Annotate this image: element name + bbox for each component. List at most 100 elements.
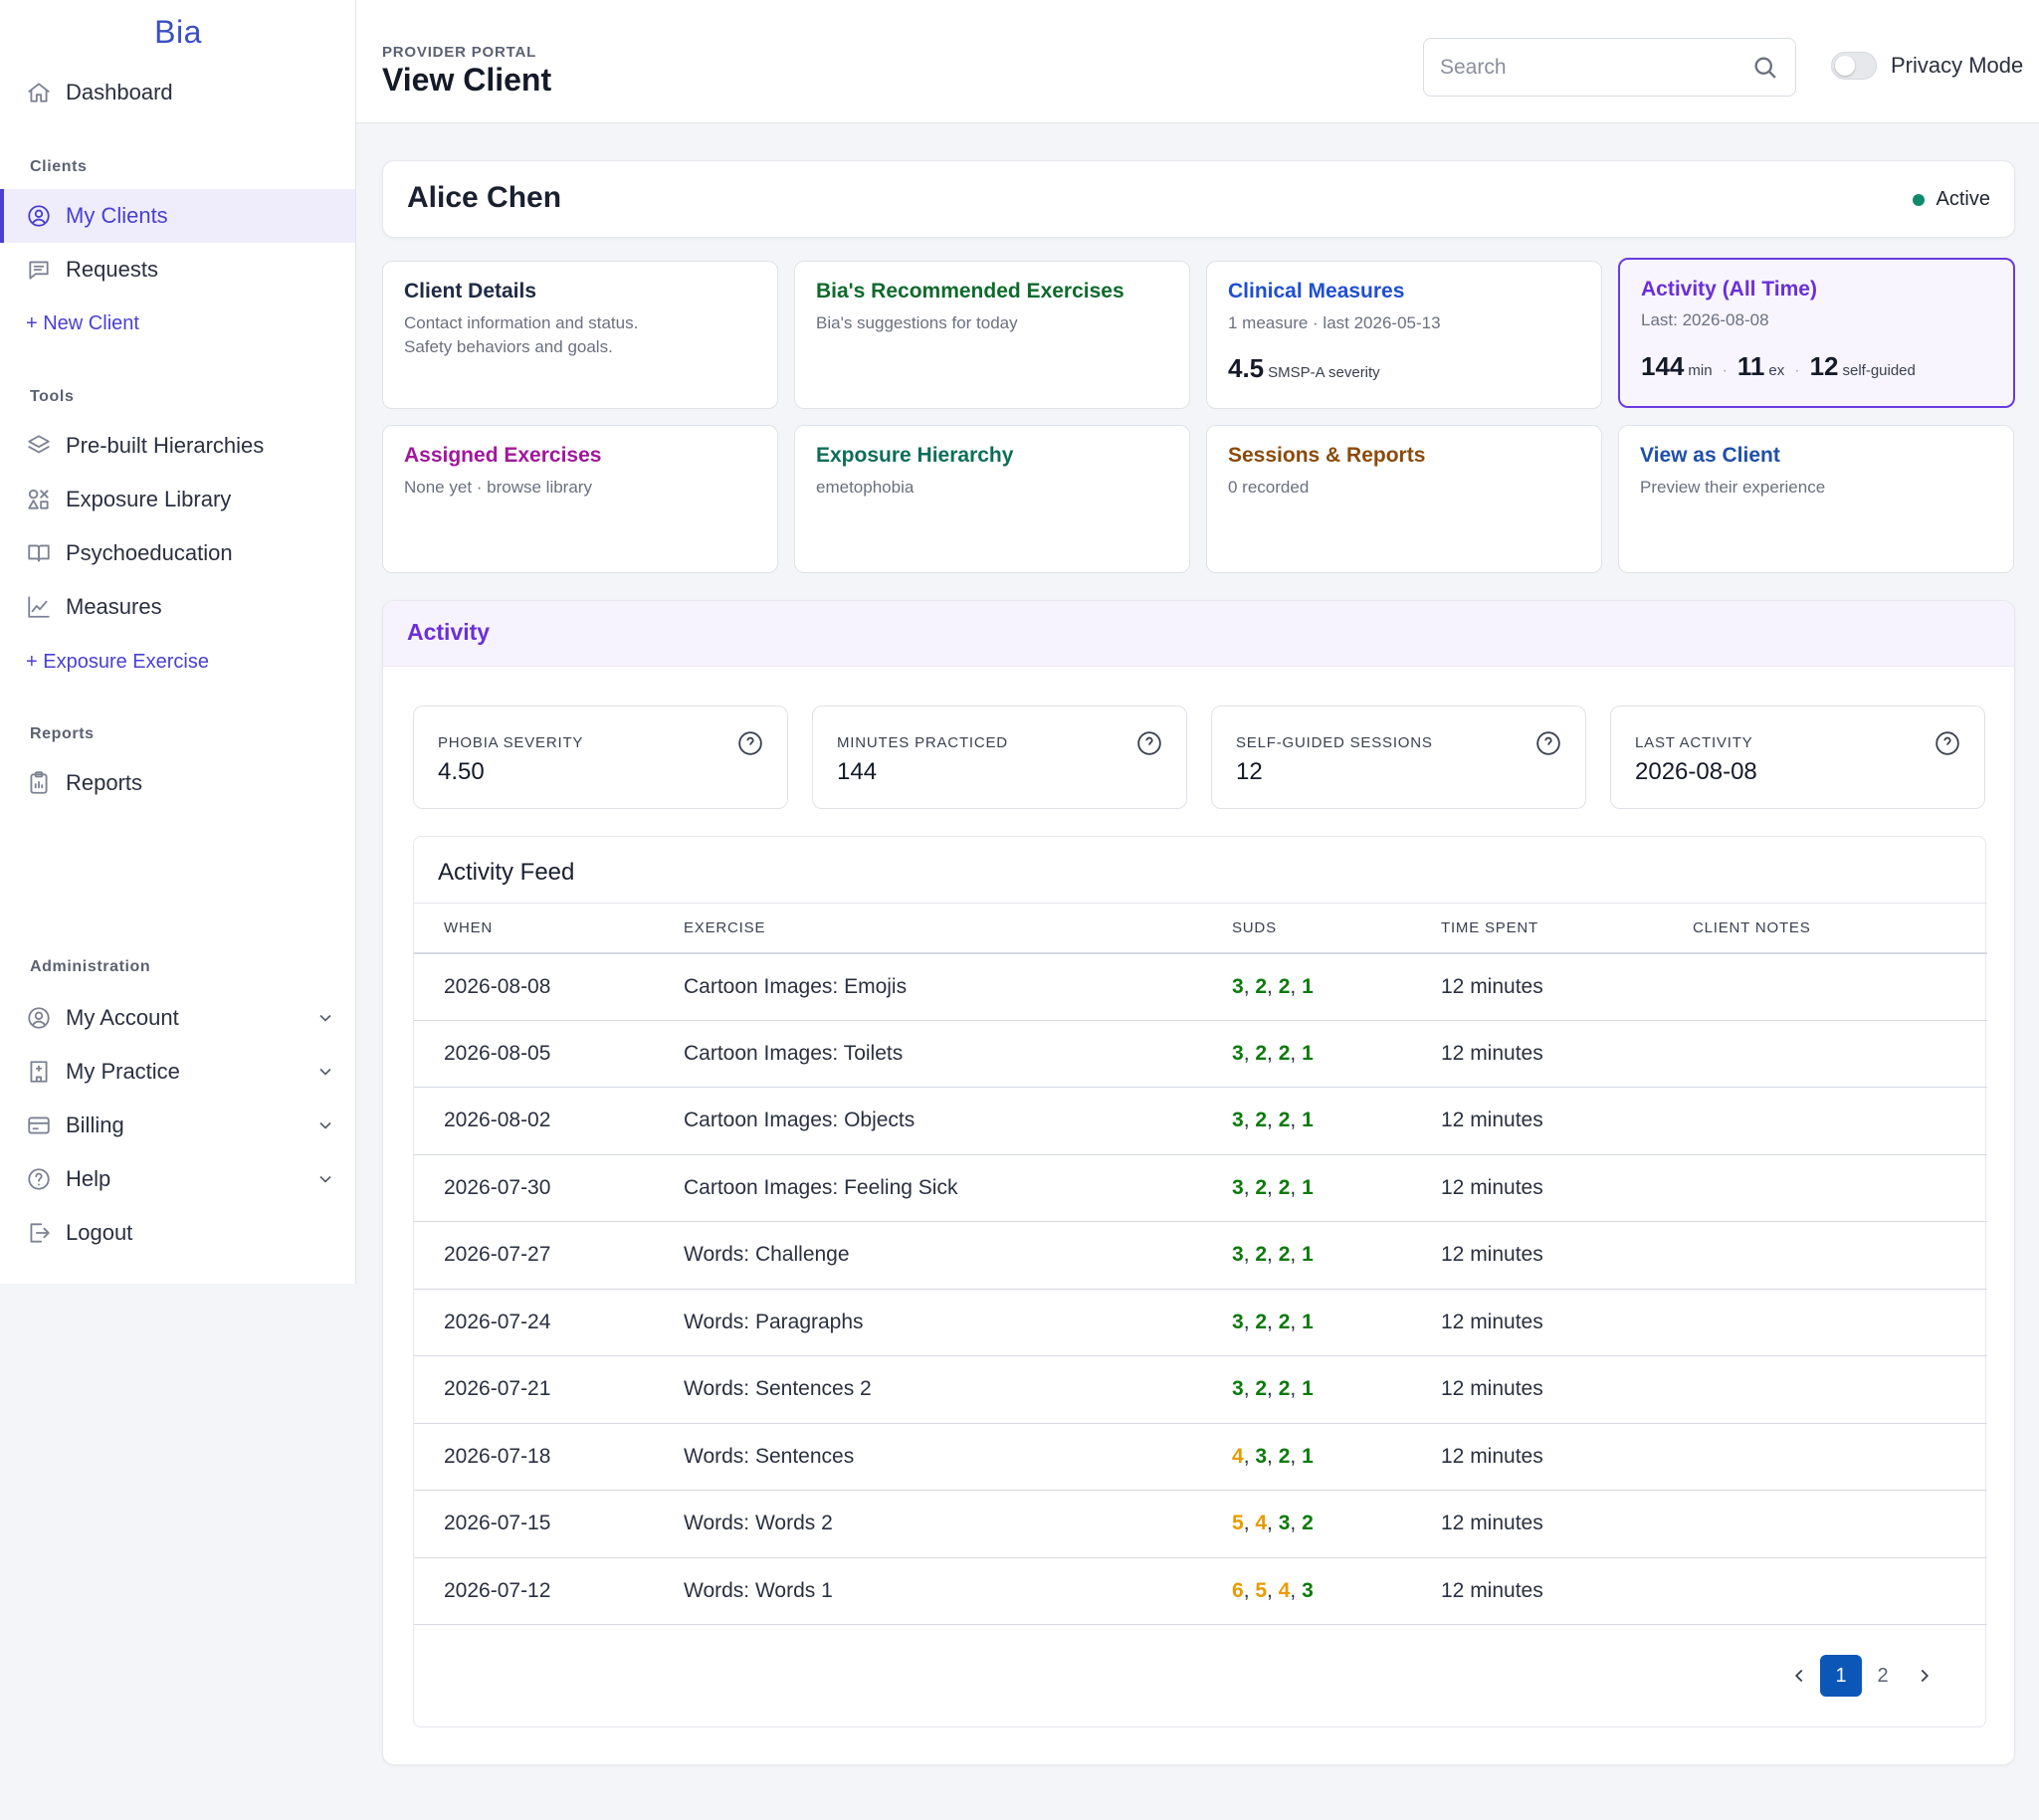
new-client-link[interactable]: + New Client xyxy=(26,312,139,334)
help-circle-icon[interactable] xyxy=(1935,730,1960,756)
toggle-knob xyxy=(1835,56,1855,76)
suds-value: 2 xyxy=(1278,1109,1291,1132)
cell-time-spent: 12 minutes xyxy=(1441,1423,1693,1491)
pagination-prev-button[interactable] xyxy=(1778,1655,1820,1697)
suds-separator: , xyxy=(1290,1243,1303,1267)
tile-recommended-exercises[interactable]: Bia's Recommended Exercises Bia's sugges… xyxy=(794,261,1190,409)
cell-exercise: Words: Paragraphs xyxy=(684,1289,1232,1356)
search-icon[interactable] xyxy=(1751,54,1779,82)
privacy-mode-toggle[interactable] xyxy=(1831,52,1877,80)
chevron-down-icon[interactable] xyxy=(315,1008,335,1028)
tile-sessions-reports[interactable]: Sessions & Reports 0 recorded xyxy=(1206,425,1602,573)
new-exposure-exercise-link[interactable]: + Exposure Exercise xyxy=(26,651,209,673)
chevron-down-icon[interactable] xyxy=(315,1062,335,1082)
table-row[interactable]: 2026-08-08 Cartoon Images: Emojis 3, 2, 2,… xyxy=(414,952,1987,1021)
help-circle-icon[interactable] xyxy=(1136,730,1162,756)
sidebar-item-label: My Account xyxy=(66,1005,179,1030)
tile-title: Client Details xyxy=(404,280,537,303)
table-row[interactable]: 2026-07-18 Words: Sentences 4, 3, 2, 1 12 m… xyxy=(414,1423,1987,1491)
table-row[interactable]: 2026-07-15 Words: Words 2 5, 4, 3, 2 12 min… xyxy=(414,1490,1987,1558)
suds-value: 3 xyxy=(1232,974,1244,998)
table-row[interactable]: 2026-07-21 Words: Sentences 2 3, 2, 2, 1 12… xyxy=(414,1355,1987,1424)
cell-exercise: Words: Sentences xyxy=(684,1423,1232,1491)
help-circle-icon[interactable] xyxy=(737,730,763,756)
cell-suds: 3, 2, 2, 1 xyxy=(1232,1355,1441,1424)
chart-line-icon xyxy=(26,594,52,620)
tile-title: Clinical Measures xyxy=(1228,280,1405,303)
cell-when: 2026-08-08 xyxy=(414,952,684,1021)
cell-client-notes xyxy=(1693,1490,1987,1558)
cell-client-notes xyxy=(1693,1154,1987,1222)
shapes-icon xyxy=(26,487,52,512)
metric-unit: ex xyxy=(1768,362,1785,379)
suds-separator: , xyxy=(1243,1109,1256,1132)
pagination-page-2[interactable]: 2 xyxy=(1877,1664,1889,1687)
stat-card-last-activity: LAST ACTIVITY 2026-08-08 xyxy=(1610,706,1985,809)
table-row[interactable]: 2026-07-27 Words: Challenge 3, 2, 2, 1 12 m… xyxy=(414,1221,1987,1290)
building-icon xyxy=(26,1059,52,1085)
search-input[interactable] xyxy=(1440,53,1738,83)
suds-value: 1 xyxy=(1302,1310,1314,1333)
suds-separator: , xyxy=(1267,1109,1279,1132)
activity-panel-header: Activity xyxy=(383,601,2014,667)
stat-label: LAST ACTIVITY xyxy=(1635,734,1753,751)
suds-value: 3 xyxy=(1232,1243,1244,1267)
sidebar-item-reports[interactable]: Reports xyxy=(0,756,355,810)
suds-separator: , xyxy=(1267,1512,1279,1535)
sidebar-item-requests[interactable]: Requests xyxy=(0,243,355,297)
sidebar-item-my-account[interactable]: My Account xyxy=(0,991,355,1045)
cell-suds: 5, 4, 3, 2 xyxy=(1232,1490,1441,1558)
tile-activity-all-time[interactable]: Activity (All Time) Last: 2026-08-08 144… xyxy=(1618,258,2015,408)
tile-exposure-hierarchy[interactable]: Exposure Hierarchy emetophobia xyxy=(794,425,1190,573)
tile-view-as-client[interactable]: View as Client Preview their experience xyxy=(1618,425,2014,573)
stat-label: MINUTES PRACTICED xyxy=(837,734,1008,751)
activity-panel: Activity PHOBIA SEVERITY 4.50 MINUTES PR… xyxy=(382,600,2015,1765)
cell-client-notes xyxy=(1693,1355,1987,1424)
sidebar-item-my-clients[interactable]: My Clients xyxy=(0,189,355,243)
sidebar-item-label: Psychoeducation xyxy=(66,540,233,565)
pagination-next-button[interactable] xyxy=(1904,1655,1945,1697)
user-circle-icon xyxy=(26,1005,52,1031)
suds-value: 2 xyxy=(1255,1310,1268,1333)
cell-client-notes xyxy=(1693,1020,1987,1088)
cell-exercise: Cartoon Images: Toilets xyxy=(684,1020,1232,1088)
suds-separator: , xyxy=(1267,1377,1279,1401)
table-row[interactable]: 2026-08-02 Cartoon Images: Objects 3, 2, 2… xyxy=(414,1087,1987,1155)
sidebar-item-my-practice[interactable]: My Practice xyxy=(0,1045,355,1099)
pagination-page-1[interactable]: 1 xyxy=(1820,1655,1862,1697)
cell-when: 2026-07-21 xyxy=(414,1355,684,1424)
chevron-down-icon[interactable] xyxy=(315,1115,335,1135)
tile-title: Bia's Recommended Exercises xyxy=(816,280,1124,303)
logout-icon xyxy=(26,1220,52,1246)
cell-client-notes xyxy=(1693,1087,1987,1155)
brand-logo[interactable]: Bia xyxy=(154,14,202,50)
sidebar-item-help[interactable]: Help xyxy=(0,1152,355,1206)
help-circle-icon[interactable] xyxy=(1535,730,1561,756)
portal-eyebrow: PROVIDER PORTAL xyxy=(382,44,537,61)
suds-value: 3 xyxy=(1232,1175,1244,1199)
chevron-down-icon[interactable] xyxy=(315,1169,335,1189)
cell-exercise: Words: Words 1 xyxy=(684,1557,1232,1625)
sidebar-item-psychoeducation[interactable]: Psychoeducation xyxy=(0,526,355,580)
tile-clinical-measures[interactable]: Clinical Measures 1 measure · last 2026-… xyxy=(1206,261,1602,409)
help-circle-icon xyxy=(26,1166,52,1192)
suds-value: 2 xyxy=(1255,1041,1268,1065)
table-row[interactable]: 2026-08-05 Cartoon Images: Toilets 3, 2, 2… xyxy=(414,1020,1987,1088)
table-row[interactable]: 2026-07-12 Words: Words 1 6, 5, 4, 3 12 min… xyxy=(414,1557,1987,1625)
sidebar-item-exposure-library[interactable]: Exposure Library xyxy=(0,473,355,526)
page-title: View Client xyxy=(382,62,552,98)
suds-value: 2 xyxy=(1278,1175,1291,1199)
sidebar-item-dashboard[interactable]: Dashboard xyxy=(0,66,355,119)
table-row[interactable]: 2026-07-30 Cartoon Images: Feeling Sick 3,… xyxy=(414,1154,1987,1222)
tile-assigned-exercises[interactable]: Assigned Exercises None yet · browse lib… xyxy=(382,425,778,573)
sidebar-item-billing[interactable]: Billing xyxy=(0,1099,355,1152)
suds-value: 2 xyxy=(1255,1243,1268,1267)
sidebar-item-prebuilt-hierarchies[interactable]: Pre-built Hierarchies xyxy=(0,419,355,473)
tile-client-details[interactable]: Client Details Contact information and s… xyxy=(382,261,778,409)
suds-separator: , xyxy=(1243,1444,1256,1468)
suds-value: 3 xyxy=(1232,1109,1244,1132)
sidebar-item-measures[interactable]: Measures xyxy=(0,580,355,634)
sidebar-item-logout[interactable]: Logout xyxy=(0,1206,355,1260)
cell-suds: 4, 3, 2, 1 xyxy=(1232,1423,1441,1491)
table-row[interactable]: 2026-07-24 Words: Paragraphs 3, 2, 2, 1 12 … xyxy=(414,1289,1987,1356)
